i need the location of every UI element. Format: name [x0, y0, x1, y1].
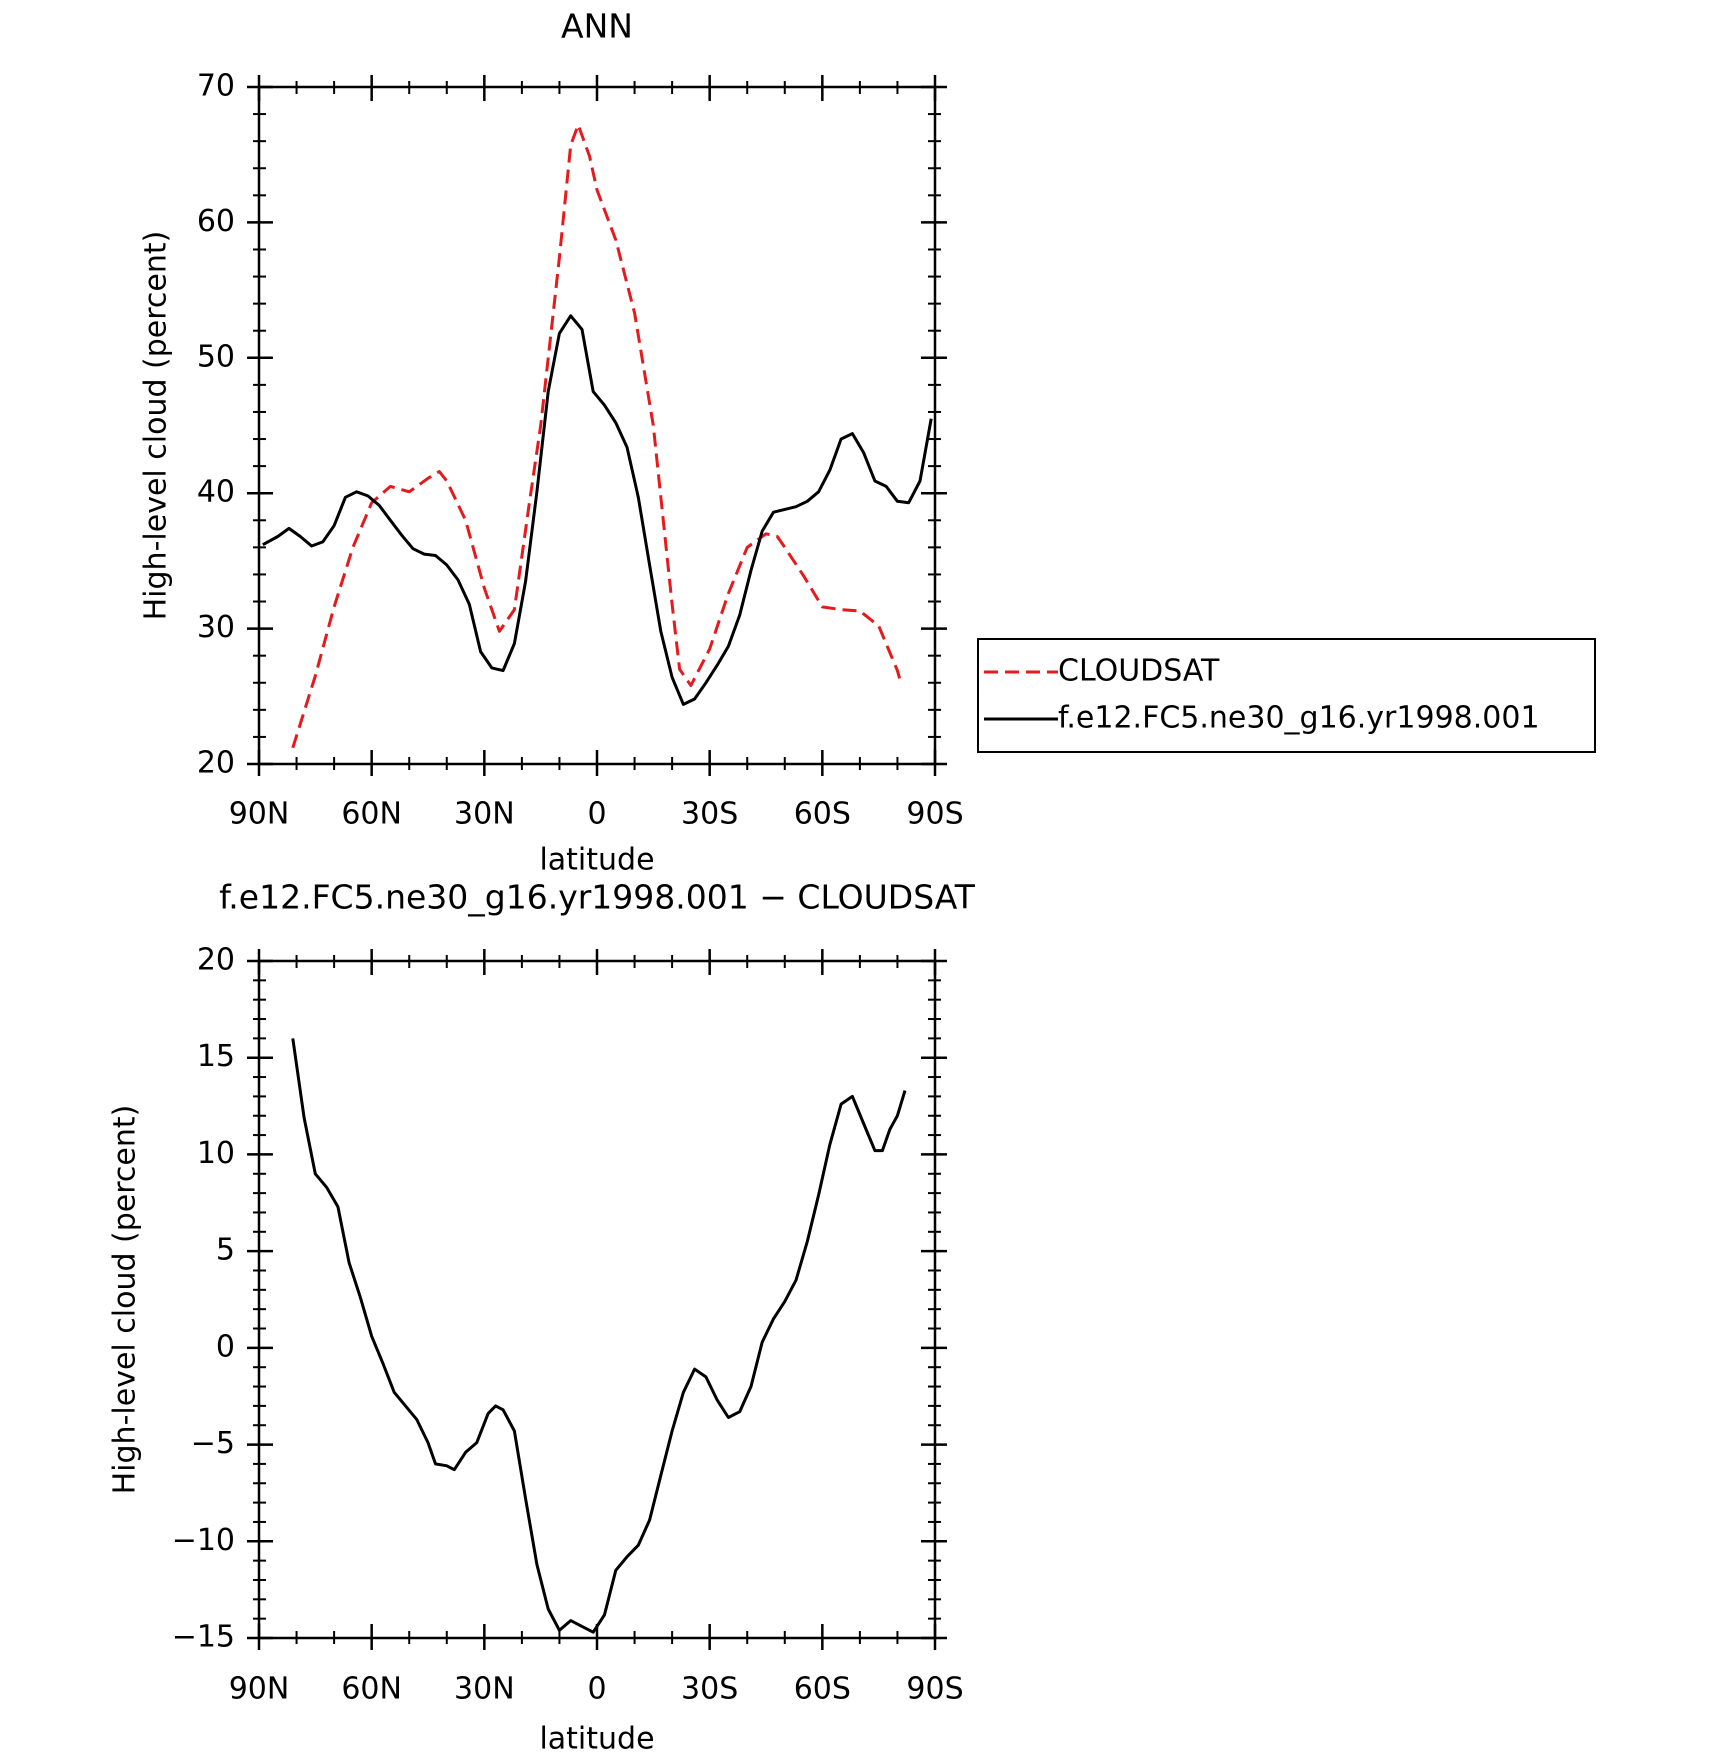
y-axis-label: High-level cloud (percent)	[108, 1105, 143, 1495]
x-tick-label: 90N	[229, 797, 290, 832]
y-tick-label: 40	[197, 475, 235, 510]
x-tick-label: 0	[587, 797, 606, 832]
data-line	[291, 1038, 907, 1634]
y-tick-label: 20	[197, 746, 235, 781]
x-tick-label: 90S	[906, 1672, 963, 1707]
x-tick-label: 90N	[229, 1672, 290, 1707]
x-tick-label: 30S	[681, 797, 738, 832]
x-tick-label: 60S	[794, 1672, 851, 1707]
y-axis-label: High-level cloud (percent)	[139, 231, 174, 621]
y-tick-label: 50	[197, 339, 235, 374]
chart-title: f.e12.FC5.ne30_g16.yr1998.001 − CLOUDSAT	[219, 878, 976, 917]
legend-box	[977, 638, 1596, 753]
x-tick-label: 60N	[341, 1672, 402, 1707]
y-tick-label: 15	[197, 1039, 235, 1074]
y-tick-label: 0	[216, 1329, 235, 1364]
x-tick-label: 30S	[681, 1672, 738, 1707]
data-line	[291, 123, 903, 749]
x-tick-label: 60S	[794, 797, 851, 832]
x-axis-label: latitude	[539, 843, 654, 878]
x-tick-label: 30N	[454, 797, 515, 832]
y-tick-label: 5	[216, 1233, 235, 1268]
y-tick-label: 30	[197, 610, 235, 645]
chart-title: ANN	[561, 7, 633, 46]
x-tick-label: 0	[587, 1672, 606, 1707]
x-tick-label: 30N	[454, 1672, 515, 1707]
y-tick-label: −5	[191, 1426, 235, 1461]
y-tick-label: 10	[197, 1136, 235, 1171]
data-line	[262, 314, 933, 706]
x-axis-label: latitude	[539, 1722, 654, 1757]
y-tick-label: 70	[197, 69, 235, 104]
x-tick-label: 60N	[341, 797, 402, 832]
y-tick-label: −15	[172, 1620, 235, 1655]
x-tick-label: 90S	[906, 797, 963, 832]
y-tick-label: 60	[197, 204, 235, 239]
y-tick-label: 20	[197, 943, 235, 978]
legend-label: f.e12.FC5.ne30_g16.yr1998.001	[1058, 701, 1540, 736]
legend-label: CLOUDSAT	[1058, 654, 1220, 689]
y-tick-label: −10	[172, 1523, 235, 1558]
